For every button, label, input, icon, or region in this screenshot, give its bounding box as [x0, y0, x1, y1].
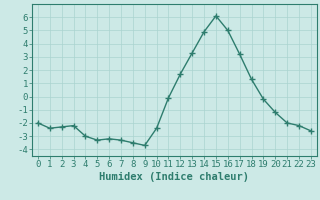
X-axis label: Humidex (Indice chaleur): Humidex (Indice chaleur) [100, 172, 249, 182]
